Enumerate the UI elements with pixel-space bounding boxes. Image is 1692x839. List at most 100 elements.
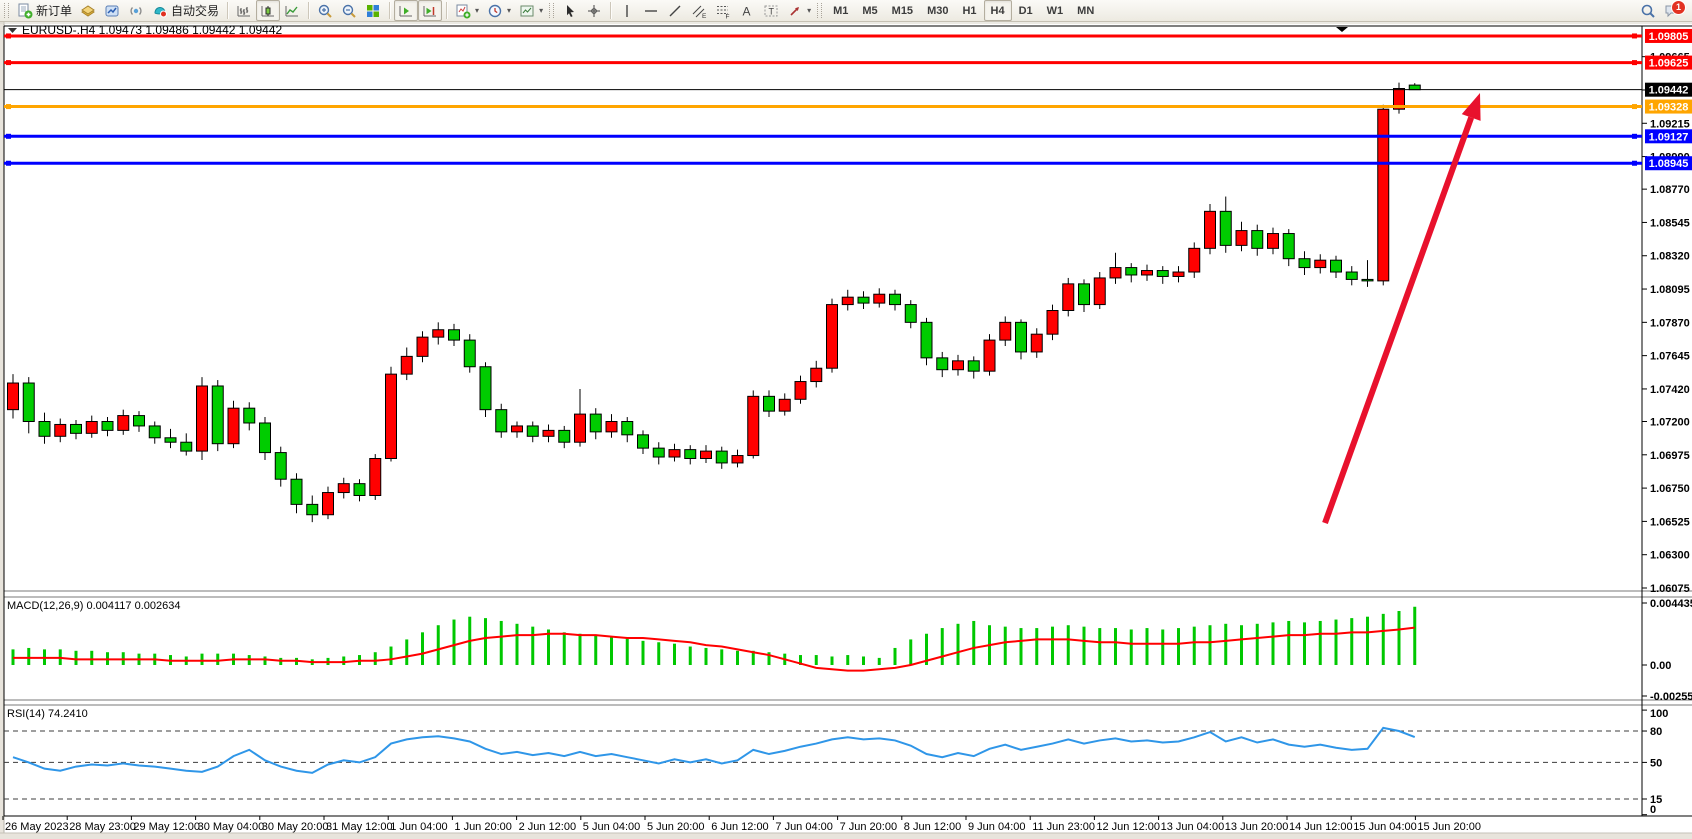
- trendline-icon: [669, 5, 681, 16]
- svg-text:30 May 04:00: 30 May 04:00: [198, 821, 265, 833]
- rsi-label: RSI(14) 74.2410: [7, 708, 88, 720]
- svg-text:15: 15: [1650, 794, 1662, 806]
- bar-chart-button[interactable]: [232, 0, 256, 21]
- price-badge-1.08945: 1.08945: [1645, 156, 1692, 171]
- svg-text:1.06525: 1.06525: [1650, 516, 1690, 528]
- toolbar-grip[interactable]: [549, 3, 555, 18]
- price-badge-1.09442: 1.09442: [1645, 82, 1692, 97]
- crosshair-icon: [588, 4, 601, 17]
- zoom-in-icon: [318, 4, 332, 18]
- svg-text:1.08320: 1.08320: [1650, 251, 1690, 263]
- data-window-button[interactable]: [100, 0, 124, 21]
- text-icon: A: [743, 4, 751, 18]
- tile-windows-button[interactable]: [361, 0, 385, 21]
- svg-text:1.07870: 1.07870: [1650, 317, 1690, 329]
- horizontal-line-object-1.09127[interactable]: [4, 133, 1642, 139]
- templates-button[interactable]: ▾: [515, 0, 547, 21]
- svg-text:0.004435: 0.004435: [1650, 598, 1692, 610]
- timeframe-d1-button[interactable]: D1: [1018, 4, 1033, 17]
- trendline-button[interactable]: [663, 0, 687, 21]
- svg-text:1.07420: 1.07420: [1650, 384, 1690, 396]
- new-order-label: 新订单: [36, 4, 73, 18]
- timeframe-m5-button[interactable]: M5: [862, 4, 878, 17]
- line-chart-button[interactable]: [280, 0, 304, 21]
- timeframe-h4-button[interactable]: H4: [983, 0, 1012, 21]
- candlestick-chart-icon: [261, 5, 275, 16]
- svg-text:13 Jun 04:00: 13 Jun 04:00: [1161, 821, 1225, 833]
- horizontal-line-object-1.09625[interactable]: [4, 60, 1642, 66]
- horizontal-line-button[interactable]: [639, 0, 663, 21]
- svg-text:1.06750: 1.06750: [1650, 483, 1690, 495]
- svg-text:9 Jun 04:00: 9 Jun 04:00: [968, 821, 1026, 833]
- crosshair-button[interactable]: [582, 0, 606, 21]
- svg-text:1.08945: 1.08945: [1649, 158, 1689, 170]
- timeframe-m30-button[interactable]: M30: [927, 4, 949, 17]
- chart-title: EURUSD-.H4 1.09473 1.09486 1.09442 1.094…: [8, 23, 283, 37]
- text-label-button[interactable]: T: [759, 0, 783, 21]
- rsi-indicator: 100 80 50 150 RSI(14) 74.2410: [4, 708, 1668, 816]
- tile-windows-icon: [367, 4, 380, 17]
- svg-text:2 Jun 12:00: 2 Jun 12:00: [519, 821, 577, 833]
- horizontal-line-object-1.09805[interactable]: [4, 33, 1642, 39]
- indicators-button[interactable]: ▾: [451, 0, 483, 21]
- candlestick-chart-button[interactable]: [256, 0, 281, 21]
- chart-shift-button[interactable]: [418, 0, 443, 21]
- svg-text:1.09805: 1.09805: [1649, 31, 1689, 43]
- timeframe-m15-button[interactable]: M15: [891, 4, 914, 17]
- svg-text:T: T: [769, 6, 775, 16]
- timeframe-toolbar: M1 M5 M15 M30 H1 H4 D1 W1 MN: [826, 0, 1101, 21]
- periodicity-button[interactable]: ▾: [483, 0, 515, 21]
- svg-text:5 Jun 04:00: 5 Jun 04:00: [583, 821, 641, 833]
- svg-text:1.06300: 1.06300: [1650, 550, 1690, 562]
- svg-text:31 May 12:00: 31 May 12:00: [326, 821, 393, 833]
- svg-text:30 May 20:00: 30 May 20:00: [262, 821, 329, 833]
- arrows-button[interactable]: ▾: [783, 0, 815, 21]
- chart-canvas[interactable]: 1.096651.094401.092151.089901.087701.085…: [0, 22, 1692, 839]
- chevron-down-icon: ▾: [539, 6, 544, 15]
- horizontal-line-object-1.08945[interactable]: [4, 160, 1642, 166]
- svg-text:1.09625: 1.09625: [1649, 58, 1689, 70]
- chevron-down-icon: ▾: [475, 6, 480, 15]
- svg-text:7 Jun 04:00: 7 Jun 04:00: [775, 821, 833, 833]
- svg-text:29 May 12:00: 29 May 12:00: [133, 821, 200, 833]
- timeframe-h1-button[interactable]: H1: [962, 4, 977, 17]
- text-button[interactable]: A: [735, 0, 759, 21]
- autotrading-button[interactable]: 自动交易: [148, 0, 223, 21]
- svg-text:14 Jun 12:00: 14 Jun 12:00: [1289, 821, 1353, 833]
- horizontal-line-object-1.09328[interactable]: [4, 104, 1642, 110]
- notifications-button[interactable]: 1: [1660, 0, 1686, 21]
- cursor-button[interactable]: [558, 0, 582, 21]
- svg-text:1.06975: 1.06975: [1650, 450, 1690, 462]
- svg-text:7 Jun 20:00: 7 Jun 20:00: [840, 821, 898, 833]
- market-watch-button[interactable]: [76, 0, 100, 21]
- timeframe-m1-button[interactable]: M1: [833, 4, 849, 17]
- new-order-button[interactable]: 新订单: [13, 0, 76, 21]
- svg-text:1 Jun 20:00: 1 Jun 20:00: [454, 821, 512, 833]
- toolbar-separator: [308, 2, 310, 19]
- toolbar-separator: [389, 2, 391, 19]
- svg-text:F: F: [726, 13, 730, 19]
- trend-arrow-object[interactable]: [1322, 93, 1481, 525]
- strategy-tester-button[interactable]: [124, 0, 148, 21]
- zoom-in-button[interactable]: [313, 0, 337, 21]
- chevron-down-icon: ▾: [507, 6, 512, 15]
- vertical-line-icon: [626, 4, 628, 17]
- toolbar-grip[interactable]: [4, 3, 9, 18]
- price-badge-1.09625: 1.09625: [1645, 55, 1692, 70]
- toolbar-grip[interactable]: [817, 3, 823, 18]
- search-button[interactable]: [1636, 0, 1660, 21]
- auto-scroll-button[interactable]: [394, 0, 419, 21]
- svg-text:11 Jun 23:00: 11 Jun 23:00: [1032, 821, 1095, 833]
- svg-text:1 Jun 04:00: 1 Jun 04:00: [390, 821, 448, 833]
- equidistant-channel-button[interactable]: E: [687, 0, 711, 21]
- timeframe-w1-button[interactable]: W1: [1046, 4, 1064, 17]
- arrows-icon: [790, 6, 800, 16]
- fibonacci-button[interactable]: F: [711, 0, 735, 21]
- timeframe-mn-button[interactable]: MN: [1077, 4, 1095, 17]
- line-chart-icon: [285, 5, 299, 16]
- bar-chart-icon: [237, 5, 251, 16]
- vertical-line-button[interactable]: [615, 0, 639, 21]
- zoom-out-button[interactable]: [337, 0, 361, 21]
- autotrading-icon: [154, 6, 168, 17]
- svg-text:8 Jun 12:00: 8 Jun 12:00: [904, 821, 962, 833]
